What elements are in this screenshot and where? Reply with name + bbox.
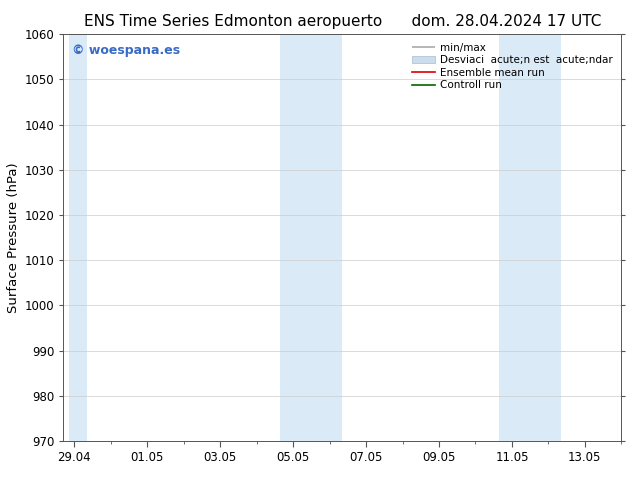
Bar (280, 34, 342, 441)
Legend: min/max, Desviaci  acute;n est  acute;ndar, Ensemble mean run, Controll run: min/max, Desviaci acute;n est acute;ndar… (409, 40, 616, 94)
Text: © woespana.es: © woespana.es (72, 45, 180, 57)
Bar (499, 34, 561, 441)
Title: ENS Time Series Edmonton aeropuerto      dom. 28.04.2024 17 UTC: ENS Time Series Edmonton aeropuerto dom.… (84, 14, 601, 29)
Bar (69, 34, 87, 441)
Y-axis label: Surface Pressure (hPa): Surface Pressure (hPa) (8, 162, 20, 313)
